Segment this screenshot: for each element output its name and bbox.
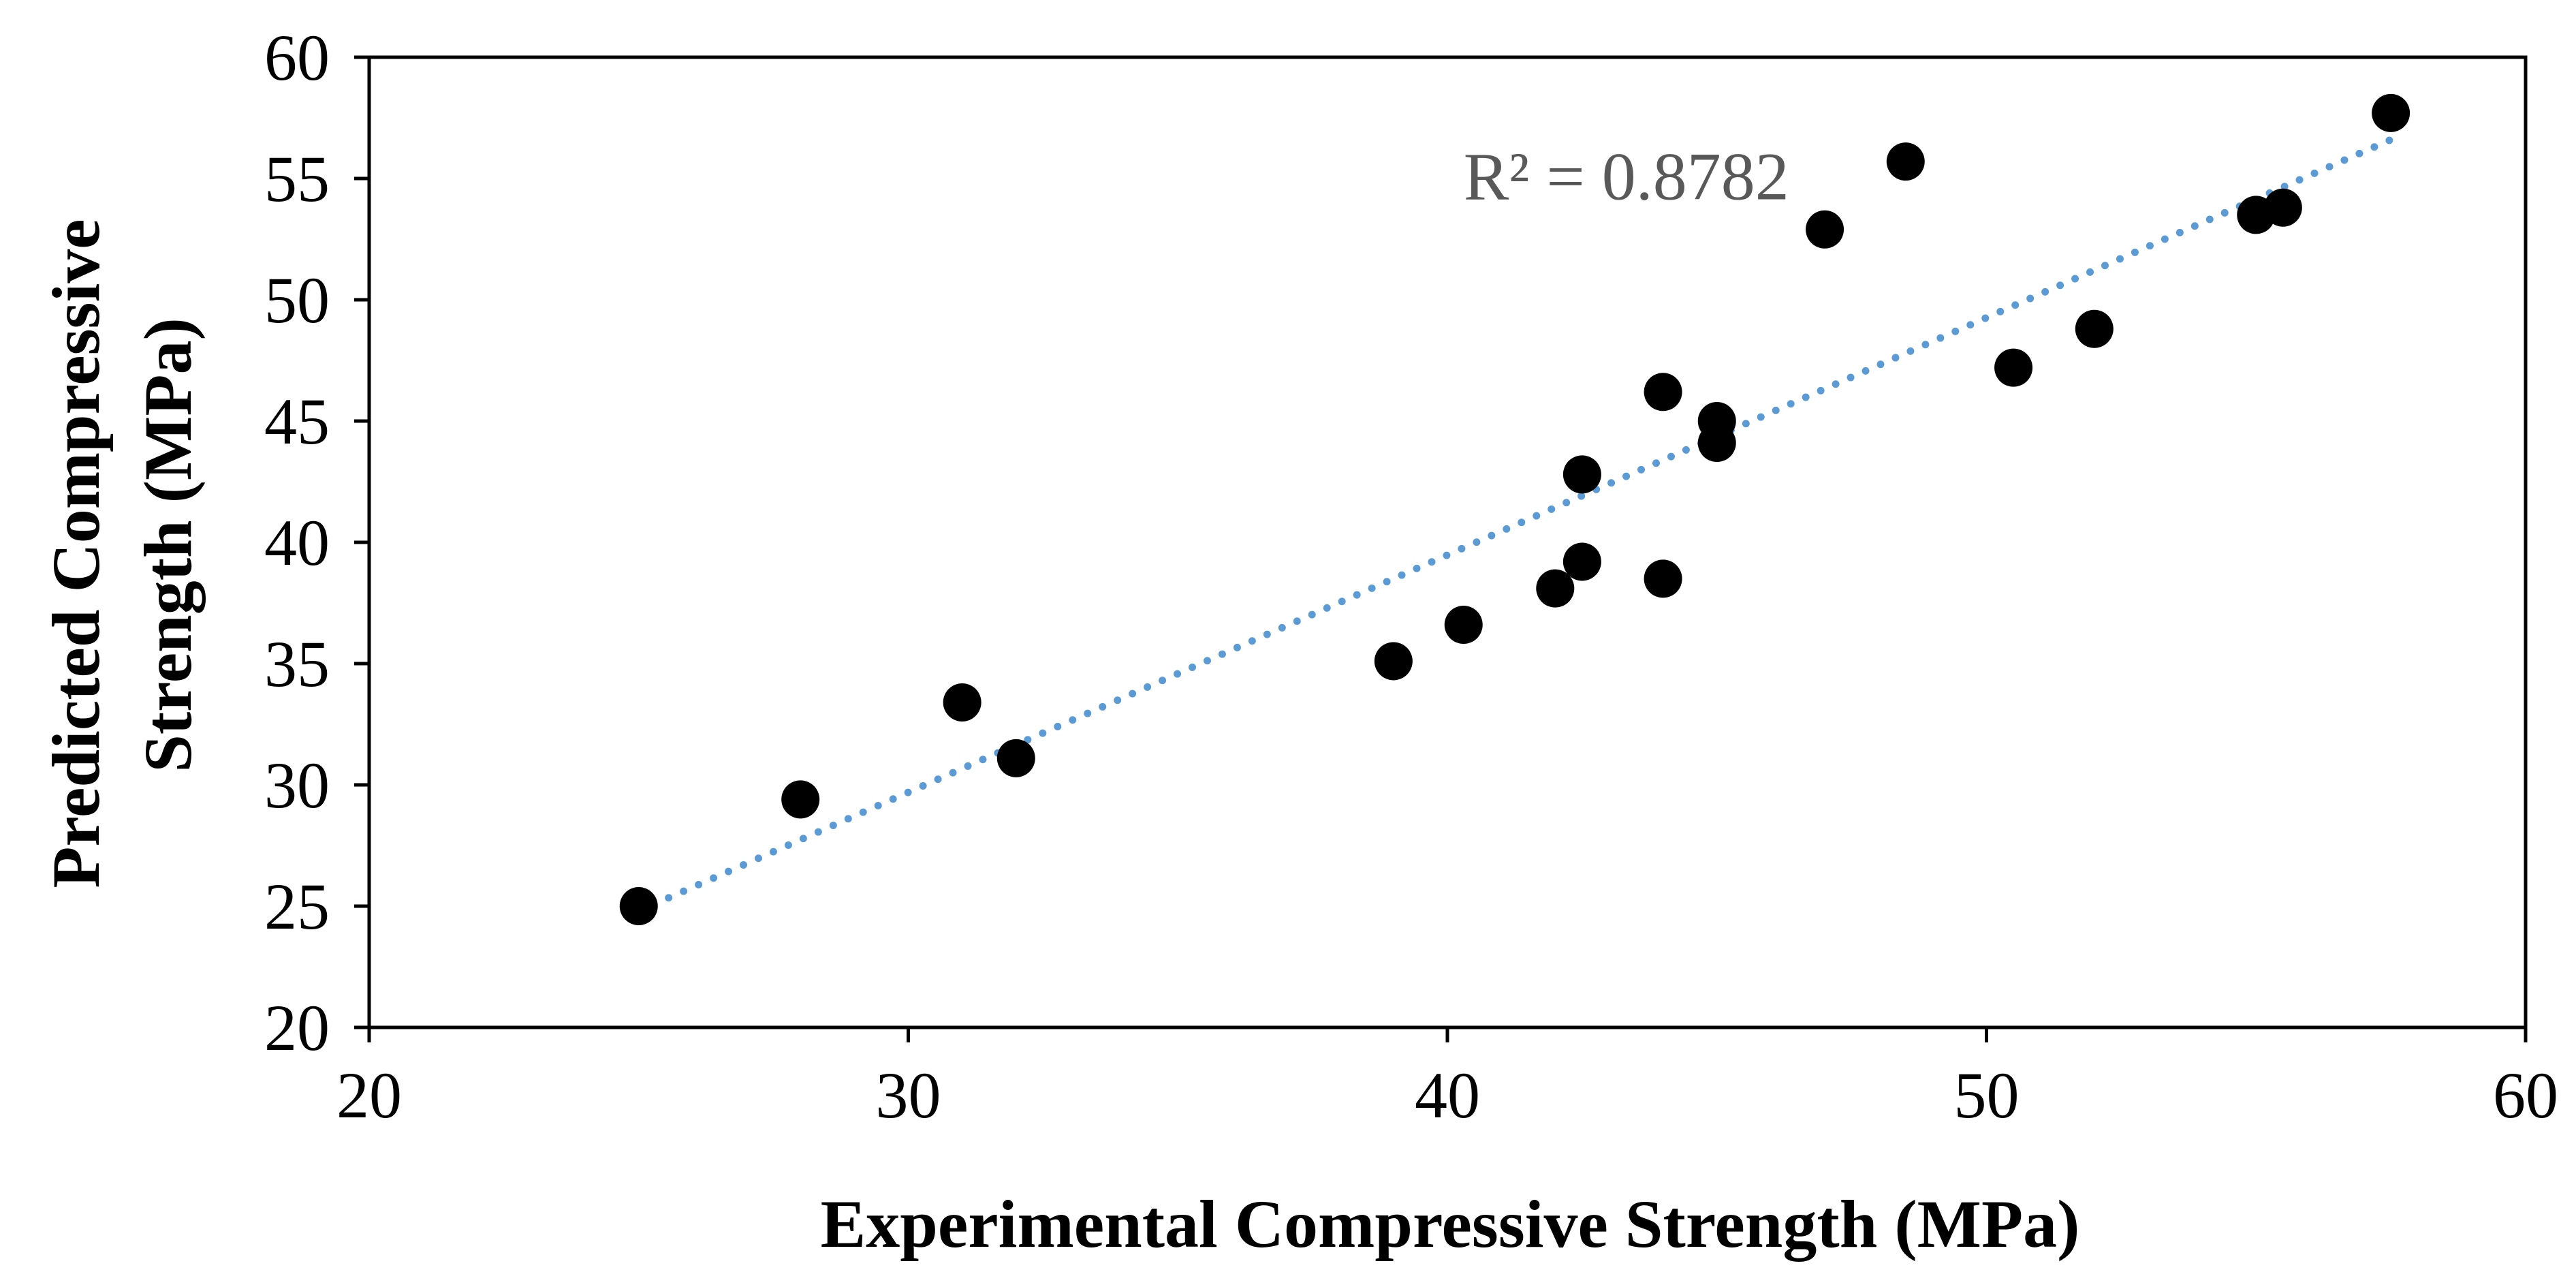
data-point	[1536, 569, 1575, 608]
trendline	[635, 136, 2395, 915]
data-point	[1644, 559, 1682, 598]
r-squared-annotation: R² = 0.8782	[1464, 138, 1789, 214]
y-tick-label: 30	[264, 749, 330, 822]
y-tick-label: 50	[264, 264, 330, 337]
y-tick-label: 20	[264, 991, 330, 1064]
data-point	[1806, 210, 1844, 249]
y-tick-label: 35	[264, 627, 330, 700]
x-tick-label: 20	[336, 1059, 402, 1132]
data-point	[1562, 455, 1601, 494]
data-point	[1994, 348, 2033, 387]
x-tick-label: 50	[1954, 1059, 2020, 1132]
data-point	[996, 739, 1035, 777]
y-tick-label: 60	[264, 21, 330, 94]
data-point	[619, 887, 658, 925]
y-tick-label: 25	[264, 870, 330, 943]
plot-area-border	[367, 55, 2528, 1029]
data-point	[1562, 542, 1601, 581]
data-point	[2075, 309, 2114, 348]
x-tick-label: 60	[2493, 1059, 2558, 1132]
y-tick-label: 40	[264, 506, 330, 579]
y-axis-title-line-1: Predicted Compressive	[38, 219, 114, 888]
data-point	[1886, 142, 1925, 181]
data-point	[943, 683, 981, 722]
data-point	[1444, 606, 1483, 645]
data-point	[1697, 402, 1736, 440]
data-point	[2372, 93, 2410, 132]
x-tick-label: 40	[1415, 1059, 1480, 1132]
x-axis-title: Experimental Compressive Strength (MPa)	[821, 1186, 2080, 1262]
data-point	[781, 780, 820, 819]
data-point	[1644, 373, 1682, 412]
x-tick-label: 30	[876, 1059, 941, 1132]
y-tick-label: 45	[264, 385, 330, 458]
y-axis-title: Predicted Compressive Strength (MPa)	[38, 202, 206, 888]
y-tick-label: 55	[264, 142, 330, 215]
data-point	[2263, 188, 2302, 227]
data-point	[1374, 642, 1413, 681]
y-axis-title-line-2: Strength (MPa)	[130, 317, 206, 772]
